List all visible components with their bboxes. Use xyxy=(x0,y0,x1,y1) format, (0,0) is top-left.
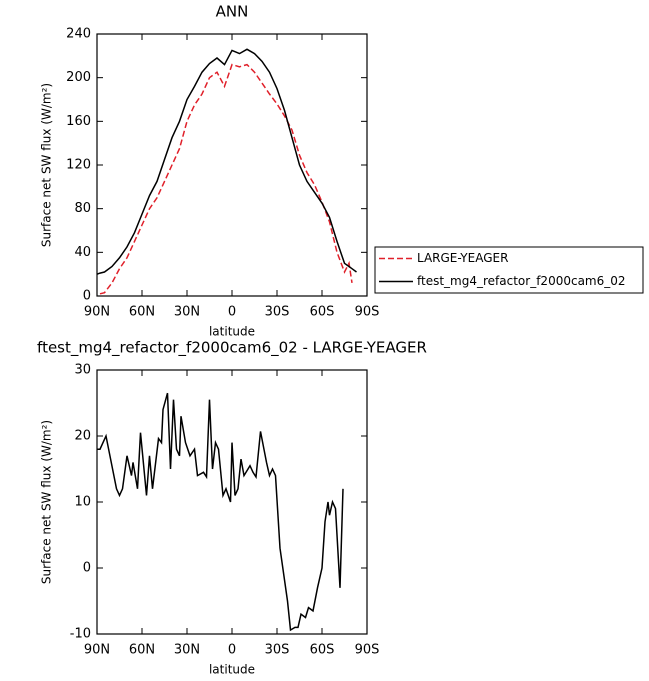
legend-label: ftest_mg4_refactor_f2000cam6_02 xyxy=(417,274,626,288)
plot-frame xyxy=(96,369,368,635)
x-axis-label: latitude xyxy=(209,325,255,339)
y-tick-label: 20 xyxy=(74,429,91,444)
x-tick-label: 30N xyxy=(174,305,200,320)
x-tick-label: 30N xyxy=(174,643,200,658)
x-tick-label: 60N xyxy=(129,643,155,658)
x-tick-label: 60N xyxy=(129,305,155,320)
x-tick-label: 0 xyxy=(228,643,236,658)
y-tick-label: 0 xyxy=(83,289,91,304)
y-tick-label: 200 xyxy=(66,70,91,85)
chart-title: ftest_mg4_refactor_f2000cam6_02 - LARGE-… xyxy=(37,339,427,358)
legend-label: LARGE-YEAGER xyxy=(417,251,508,265)
y-tick-label: 40 xyxy=(74,245,91,260)
y-axis-label: Surface net SW flux (W/m²) xyxy=(40,420,54,584)
x-tick-label: 30S xyxy=(265,643,290,658)
x-tick-label: 0 xyxy=(228,305,236,320)
x-tick-label: 60S xyxy=(310,643,335,658)
plot-frame xyxy=(96,33,368,297)
chart-title: ANN xyxy=(216,3,249,21)
x-tick-label: 90N xyxy=(84,305,110,320)
y-tick-label: 120 xyxy=(66,158,91,173)
x-tick-label: 90N xyxy=(84,643,110,658)
x-tick-label: 90S xyxy=(355,305,380,320)
series-line xyxy=(96,48,357,275)
x-tick-label: 90S xyxy=(355,643,380,658)
y-tick-label: 10 xyxy=(74,495,91,510)
y-axis-label: Surface net SW flux (W/m²) xyxy=(40,83,54,247)
x-tick-label: 30S xyxy=(265,305,290,320)
x-tick-label: 60S xyxy=(310,305,335,320)
y-tick-label: 240 xyxy=(66,27,91,42)
series-line xyxy=(99,63,353,295)
y-tick-label: 160 xyxy=(66,114,91,129)
legend-box xyxy=(374,246,644,294)
series-line xyxy=(97,392,344,632)
y-tick-label: 0 xyxy=(83,561,91,576)
y-tick-label: 30 xyxy=(74,363,91,378)
y-tick-label: -10 xyxy=(70,627,91,642)
x-axis-label: latitude xyxy=(209,663,255,677)
y-tick-label: 80 xyxy=(74,201,91,216)
